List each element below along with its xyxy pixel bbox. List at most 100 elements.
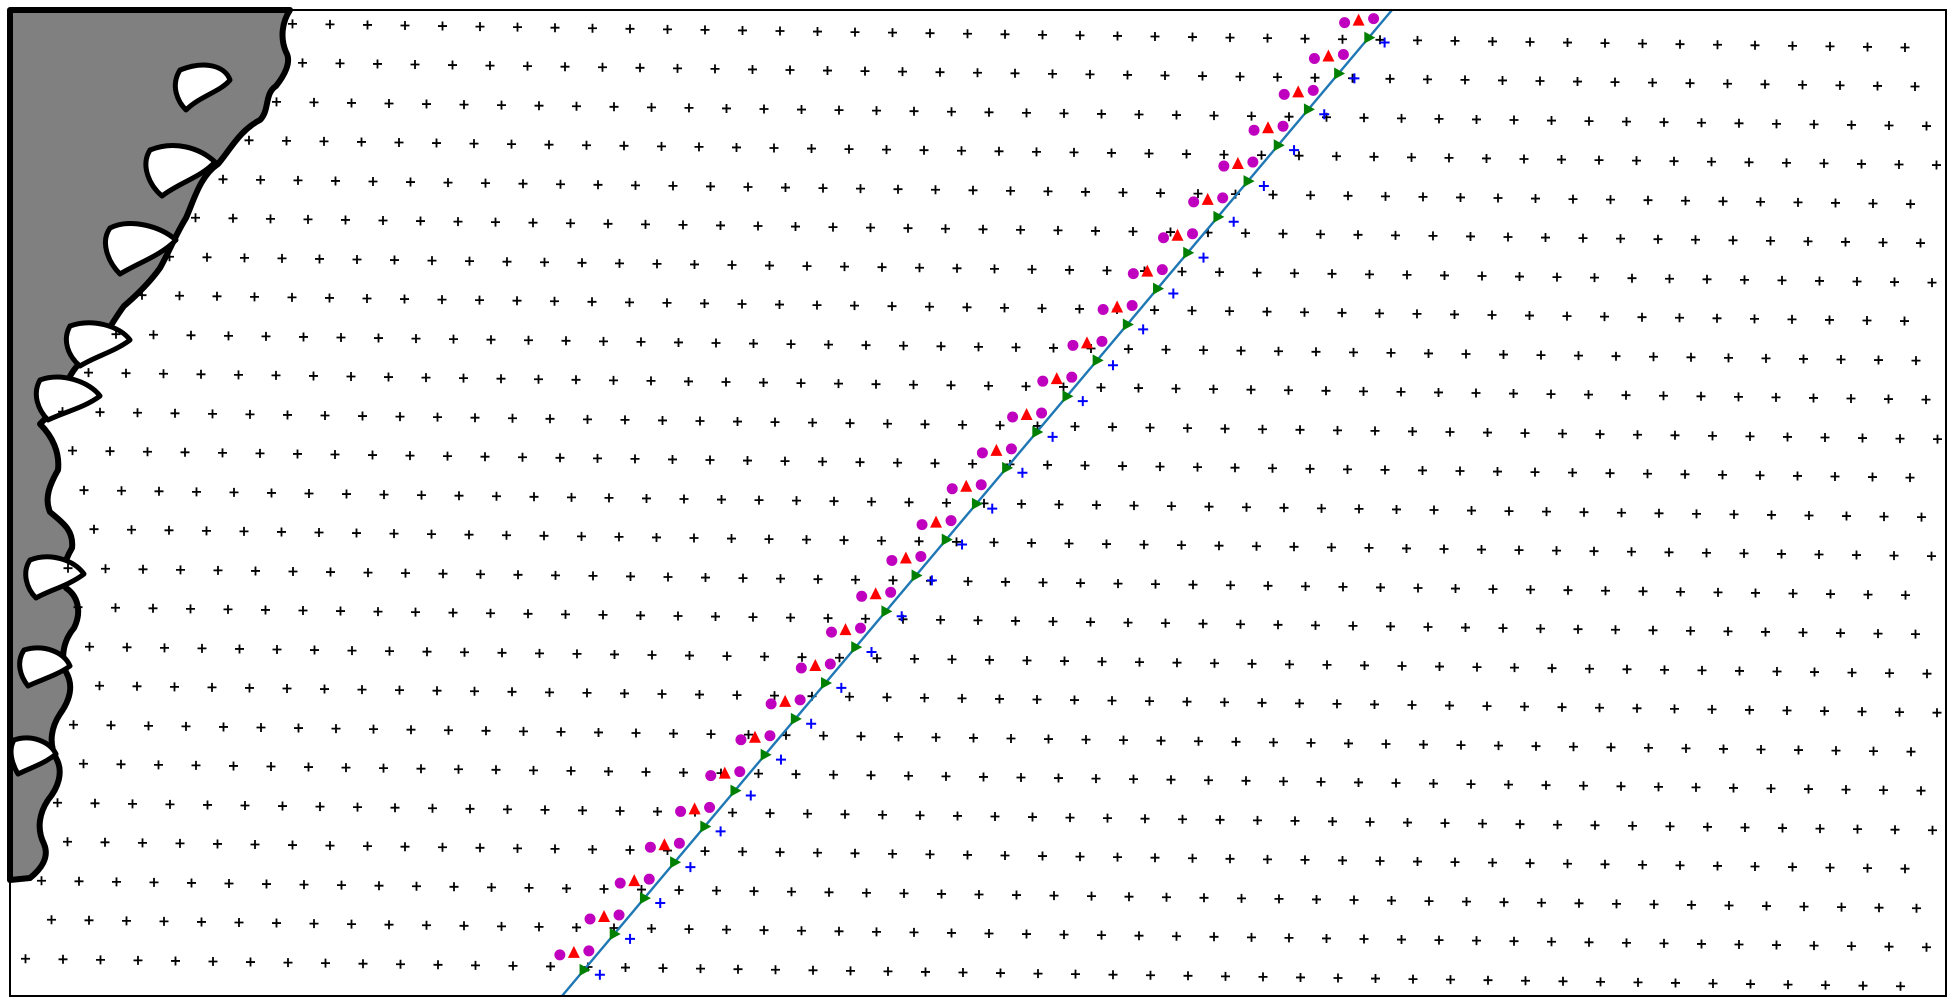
swath-magenta-circle: [614, 877, 626, 889]
grid-marker: [1520, 428, 1530, 438]
grid-marker: [684, 103, 694, 113]
grid-marker: [1868, 199, 1878, 208]
grid-marker: [133, 408, 142, 418]
grid-marker: [143, 447, 152, 457]
grid-marker: [1376, 582, 1385, 592]
swath-magenta-circle: [1307, 84, 1319, 96]
swath-magenta-circle: [673, 837, 685, 849]
grid-marker: [1659, 391, 1668, 401]
swath-magenta-circle: [1157, 232, 1169, 244]
grid-marker: [1579, 781, 1588, 791]
grid-marker: [314, 528, 324, 537]
grid-marker: [1135, 657, 1144, 667]
grid-marker: [384, 920, 394, 930]
grid-marker: [513, 22, 522, 32]
grid-marker: [1471, 388, 1481, 398]
grid-marker: [1756, 745, 1766, 754]
grid-marker: [560, 62, 570, 72]
swath-red-triangle: [1262, 121, 1275, 134]
grid-marker: [797, 105, 806, 115]
grid-marker: [1069, 147, 1079, 157]
grid-marker: [567, 492, 576, 502]
grid-marker: [358, 959, 368, 969]
grid-marker: [470, 686, 479, 696]
grid-marker: [213, 565, 223, 575]
grid-marker: [304, 489, 314, 498]
grid-marker: [165, 799, 175, 809]
grid-marker: [1633, 977, 1643, 987]
grid-marker: [1836, 355, 1846, 364]
grid-marker: [706, 729, 716, 739]
grid-marker: [679, 768, 688, 778]
grid-marker: [780, 456, 790, 466]
grid-marker: [1793, 471, 1802, 481]
grid-marker: [663, 572, 673, 582]
grid-marker: [1204, 775, 1213, 785]
swath-magenta-circle: [946, 483, 958, 495]
grid-marker: [1225, 854, 1235, 864]
grid-marker: [389, 529, 399, 539]
grid-marker: [555, 453, 565, 463]
swath-blue-cross: [775, 754, 786, 765]
grid-marker: [1841, 785, 1851, 795]
swath-green-triangle: [851, 641, 863, 654]
grid-marker: [685, 651, 694, 661]
grid-marker: [1831, 746, 1841, 756]
grid-marker: [503, 804, 512, 814]
swath-magenta-circle: [1188, 196, 1200, 208]
grid-marker: [1075, 30, 1085, 40]
grid-marker: [325, 19, 335, 29]
grid-marker: [1809, 941, 1819, 951]
grid-marker: [1521, 976, 1530, 986]
grid-marker: [1375, 856, 1385, 866]
grid-marker: [652, 532, 661, 542]
grid-marker: [1612, 899, 1621, 909]
grid-marker: [1348, 621, 1358, 631]
grid-marker: [469, 139, 479, 149]
coastal-islands: [8, 62, 233, 777]
grid-marker: [508, 413, 517, 423]
grid-marker: [1563, 859, 1572, 869]
swath-green-triangle: [1032, 426, 1044, 439]
swath-markers-layer: [554, 13, 1390, 980]
swath-magenta-circle: [1277, 120, 1289, 132]
grid-marker: [1263, 581, 1273, 591]
grid-marker: [1590, 820, 1600, 830]
swath-red-triangle: [1292, 85, 1305, 98]
grid-marker: [1011, 342, 1021, 352]
grid-marker: [1059, 930, 1069, 940]
grid-marker: [396, 959, 405, 969]
grid-marker: [1697, 939, 1706, 949]
grid-marker: [919, 145, 929, 155]
grid-marker: [1177, 540, 1186, 550]
grid-marker: [1873, 629, 1883, 639]
grid-marker: [957, 146, 966, 156]
grid-marker: [1103, 813, 1112, 823]
grid-marker: [1021, 381, 1031, 391]
grid-marker: [315, 254, 324, 264]
grid-marker: [1424, 348, 1433, 358]
grid-marker: [819, 731, 828, 741]
grid-marker: [641, 219, 650, 229]
grid-marker: [1901, 590, 1910, 600]
grid-marker: [1456, 740, 1466, 750]
grid-marker: [1322, 933, 1331, 943]
grid-marker: [797, 926, 806, 936]
grid-marker: [309, 919, 319, 929]
grid-markers-layer: [21, 19, 1942, 991]
grid-marker: [1900, 316, 1909, 326]
grid-marker: [245, 683, 254, 693]
grid-marker: [1873, 81, 1882, 91]
grid-marker: [1574, 351, 1583, 361]
grid-marker: [1049, 891, 1059, 901]
grid-marker: [545, 687, 554, 697]
grid-marker: [1584, 116, 1594, 126]
grid-marker: [1628, 821, 1637, 831]
swath-magenta-circle: [794, 694, 806, 706]
grid-marker: [524, 883, 534, 893]
grid-marker: [1108, 970, 1118, 980]
grid-marker: [603, 219, 613, 229]
grid-marker: [937, 889, 946, 899]
swath-blue-cross: [1138, 324, 1149, 335]
grid-marker: [903, 223, 913, 233]
